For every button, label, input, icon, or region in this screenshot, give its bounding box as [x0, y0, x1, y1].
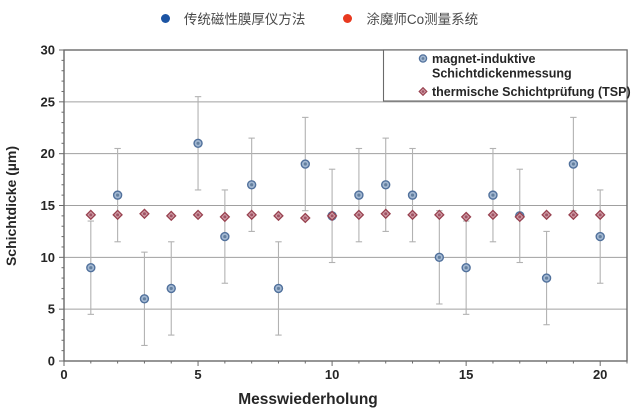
data-point-tsp-core [89, 213, 93, 217]
legend-entry-tsp: thermische Schichtprüfung (TSP) [432, 85, 631, 99]
axis-ticks [59, 49, 628, 366]
series-magnet-inductive [86, 138, 605, 304]
data-point-magnet-core [491, 193, 495, 197]
data-point-tsp-core [330, 214, 334, 218]
data-point-tsp-core [116, 213, 120, 217]
y-tick-label: 0 [48, 354, 55, 369]
data-point-magnet-core [357, 193, 361, 197]
data-point-magnet-core [169, 286, 173, 291]
data-point-magnet-core [250, 183, 254, 187]
data-point-magnet-core [410, 193, 415, 197]
top-legend-item-magnetic: 传统磁性膜厚仪方法 [160, 8, 306, 28]
data-point-tsp-core [357, 213, 361, 217]
error-bars [87, 96, 604, 347]
data-point-tsp-core [491, 213, 495, 217]
data-point-magnet-core [464, 266, 468, 270]
x-tick-label: 10 [325, 367, 339, 382]
data-point-tsp-core [303, 216, 307, 220]
data-point-tsp-core [276, 214, 280, 218]
data-point-magnet-core [116, 193, 120, 197]
data-point-magnet-core [598, 235, 602, 239]
top-legend-label-magnetic: 传统磁性膜厚仪方法 [183, 12, 306, 27]
data-point-tsp-core [437, 213, 441, 217]
y-axis-title: Schichtdicke (µm) [3, 146, 19, 266]
data-point-magnet-core [223, 235, 227, 239]
y-tick-label: 10 [41, 250, 55, 265]
blue-dot-icon [160, 13, 170, 23]
data-point-tsp-core [223, 215, 227, 219]
series-tsp [85, 208, 606, 224]
data-point-tsp-core [598, 213, 602, 217]
x-tick-label: 5 [194, 367, 201, 382]
data-point-tsp-core [411, 213, 415, 217]
y-tick-label: 15 [41, 198, 55, 213]
data-point-magnet-core [142, 297, 147, 301]
top-legend: 传统磁性膜厚仪方法 涂魔师Co测量系统 [0, 8, 639, 28]
legend-entry-magnet: magnet-induktive [432, 52, 536, 66]
data-point-tsp-core [571, 213, 575, 217]
data-point-tsp-core [518, 215, 522, 219]
data-point-magnet-core [544, 276, 549, 280]
data-point-tsp-core [250, 213, 254, 217]
data-point-tsp-core [384, 212, 388, 216]
top-legend-label-coatmaster: 涂魔师Co测量系统 [366, 12, 479, 27]
y-tick-label: 30 [41, 43, 55, 58]
x-tick-label: 0 [60, 367, 67, 382]
x-tick-label: 20 [593, 367, 607, 382]
legend-marker-circle-core [421, 57, 425, 60]
gridlines [64, 101, 627, 310]
data-point-magnet-core [276, 286, 281, 291]
legend-entry-magnet: Schichtdickenmessung [432, 67, 572, 81]
data-point-magnet-core [384, 183, 388, 187]
red-dot-icon [343, 13, 353, 23]
data-point-magnet-core [303, 162, 307, 166]
y-tick-label: 5 [48, 302, 55, 317]
data-point-tsp-core [196, 213, 200, 217]
data-point-tsp-core [464, 215, 468, 219]
legend-marker-diamond-core [421, 90, 425, 93]
x-axis-title: Messwiederholung [238, 391, 378, 408]
data-point-magnet-core [571, 162, 575, 166]
data-point-magnet-core [89, 266, 93, 270]
data-point-magnet-core [196, 141, 200, 145]
top-legend-item-coatmaster: 涂魔师Co测量系统 [343, 8, 478, 28]
data-point-tsp-core [545, 213, 549, 217]
x-tick-label: 15 [459, 367, 473, 382]
data-point-tsp-core [169, 214, 173, 218]
data-point-magnet-core [437, 255, 441, 259]
y-tick-label: 20 [41, 146, 55, 161]
y-tick-label: 25 [41, 94, 55, 109]
data-point-tsp-core [142, 212, 146, 216]
tick-labels: 0 5 10 15 20 25 30 0 5 10 15 20 [41, 43, 608, 383]
